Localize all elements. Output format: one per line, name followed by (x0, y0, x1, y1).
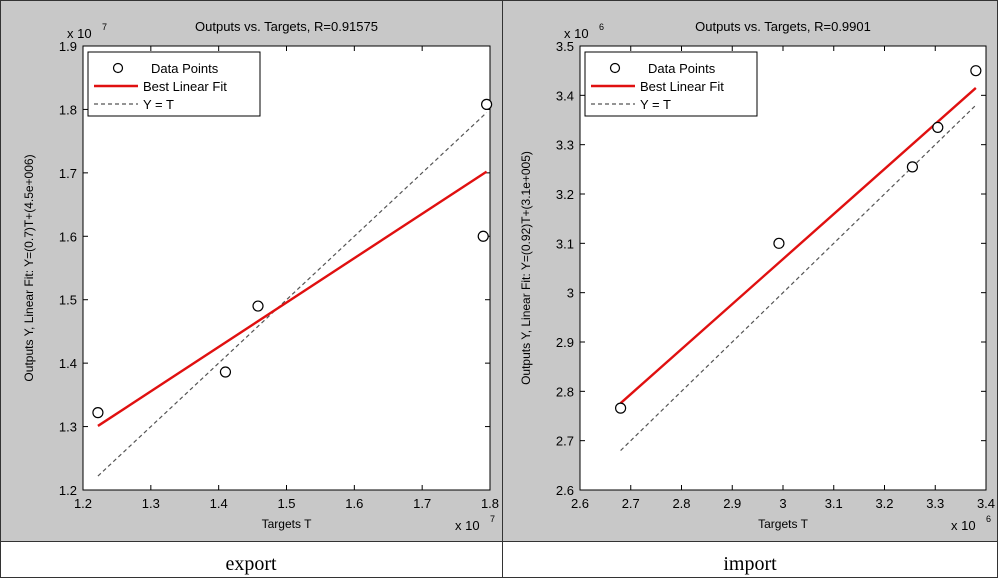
import-data-point (906, 161, 919, 173)
import-points (614, 65, 982, 414)
import-x-tick-label: 3.4 (977, 496, 995, 511)
import-y-tick-label: 2.7 (556, 434, 574, 449)
import-x-exponent: x 10 6 (951, 514, 991, 533)
export-x-exponent: x 10 7 (455, 514, 495, 533)
export-y-tick-label: 1.7 (59, 166, 77, 181)
import-legend-ideal-label: Y = T (640, 97, 671, 112)
export-data-point (481, 98, 493, 110)
import-lines (619, 87, 977, 451)
import-best-fit-line (619, 87, 977, 405)
import-y-axis-label: Outputs Y, Linear Fit: Y=(0.92)T+(3.1e+0… (519, 151, 533, 385)
export-y-tick-label: 1.4 (59, 356, 77, 371)
import-x-exponent-power: 6 (986, 514, 991, 524)
import-y-tick-label: 3.3 (556, 138, 574, 153)
export-x-tick-label: 1.2 (74, 496, 92, 511)
export-axes (82, 45, 491, 491)
import-data-point (932, 121, 944, 134)
export-legend-data-points-marker (112, 62, 124, 74)
export-lines (97, 112, 488, 477)
export-x-tick-label: 1.4 (210, 496, 228, 511)
import-x-tick-label: 2.8 (672, 496, 690, 511)
export-points (92, 98, 493, 419)
import-data-point (614, 402, 627, 414)
export-y-exponent-base: x 10 (67, 26, 92, 41)
export-legend-box (87, 51, 261, 117)
export-data-point (219, 366, 232, 378)
export-best-fit-line (97, 170, 488, 427)
import-y-tick-label: 2.6 (556, 483, 574, 498)
export-caption: export (225, 553, 277, 575)
import-y-tick-label: 3.4 (556, 88, 574, 103)
import-y-tick-label: 3.2 (556, 187, 574, 202)
import-y-tick-label: 3.5 (556, 39, 574, 54)
import-x-tick-label: 3 (779, 496, 786, 511)
import-x-tick-label: 2.7 (622, 496, 640, 511)
export-x-tick-label: 1.3 (142, 496, 160, 511)
export-x-tick-label: 1.8 (481, 496, 499, 511)
export-x-exponent-base: x 10 (455, 518, 480, 533)
import-y-tick-label: 3 (567, 286, 574, 301)
export-y-axis-label: Outputs Y, Linear Fit: Y=(0.7)T+(4.5e+00… (22, 154, 36, 381)
import-x-tick-label: 2.9 (723, 496, 741, 511)
import-x-tick-label: 3.1 (825, 496, 843, 511)
export-ticks: 1.2 1.3 1.4 1.5 1.6 1.7 1.8 1.2 1.3 1.4 1.5 1.6 1.7 1… (59, 39, 499, 511)
import-axes (579, 45, 987, 491)
export-data-point (252, 300, 264, 312)
export-x-tick-label: 1.6 (345, 496, 363, 511)
import-ideal-line (620, 104, 977, 451)
export-x-tick-label: 1.7 (413, 496, 431, 511)
export-chart-title: Outputs vs. Targets, R=0.91575 (195, 19, 378, 34)
export-data-point (92, 407, 104, 419)
export-legend: Data Points Best Linear Fit Y = T (87, 51, 261, 117)
import-legend: Data Points Best Linear Fit Y = T (584, 51, 758, 117)
import-ticks: 2.6 2.7 2.8 2.9 3 3.1 3.2 3.3 3.4 2.6 2.7 2.8 2.9 3 3.… (556, 39, 995, 511)
import-data-point (773, 237, 785, 249)
import-legend-box (584, 51, 758, 117)
import-x-tick-label: 2.6 (571, 496, 589, 511)
export-x-tick-label: 1.5 (277, 496, 295, 511)
import-x-tick-label: 3.3 (926, 496, 944, 511)
export-y-tick-label: 1.8 (59, 102, 77, 117)
export-legend-ideal-label: Y = T (143, 97, 174, 112)
export-y-tick-label: 1.6 (59, 229, 77, 244)
export-y-exponent: x 10 7 (67, 22, 107, 41)
export-y-exponent-power: 7 (102, 22, 107, 32)
export-legend-best-fit-label: Best Linear Fit (143, 79, 227, 94)
import-y-exponent-power: 6 (599, 22, 604, 32)
export-chart: 1.2 1.3 1.4 1.5 1.6 1.7 1.8 1.2 1.3 1.4 1.5 1.6 1.7 1… (22, 19, 499, 575)
export-y-tick-label: 1.9 (59, 39, 77, 54)
export-x-axis-label: Targets T (262, 517, 312, 531)
export-y-tick-label: 1.5 (59, 293, 77, 308)
import-y-tick-label: 2.9 (556, 335, 574, 350)
import-y-exponent-base: x 10 (564, 26, 589, 41)
export-y-tick-label: 1.3 (59, 420, 77, 435)
import-chart-title: Outputs vs. Targets, R=0.9901 (695, 19, 871, 34)
import-x-axis-label: Targets T (758, 517, 808, 531)
import-data-point (970, 65, 982, 77)
import-y-tick-label: 3.1 (556, 236, 574, 251)
export-x-exponent-power: 7 (490, 514, 495, 524)
import-legend-best-fit-label: Best Linear Fit (640, 79, 724, 94)
export-legend-data-points-label: Data Points (151, 61, 219, 76)
import-x-exponent-base: x 10 (951, 518, 976, 533)
import-y-tick-label: 2.8 (556, 384, 574, 399)
import-y-exponent: x 10 6 (564, 22, 604, 41)
import-x-tick-label: 3.2 (875, 496, 893, 511)
export-data-point (477, 230, 489, 242)
export-y-tick-label: 1.2 (59, 483, 77, 498)
import-legend-data-points-marker (609, 62, 621, 74)
import-caption: import (723, 553, 777, 575)
export-ideal-line (97, 112, 488, 477)
import-legend-data-points-label: Data Points (648, 61, 716, 76)
import-chart: 2.6 2.7 2.8 2.9 3 3.1 3.2 3.3 3.4 2.6 2.7 2.8 2.9 3 3.… (519, 19, 995, 575)
